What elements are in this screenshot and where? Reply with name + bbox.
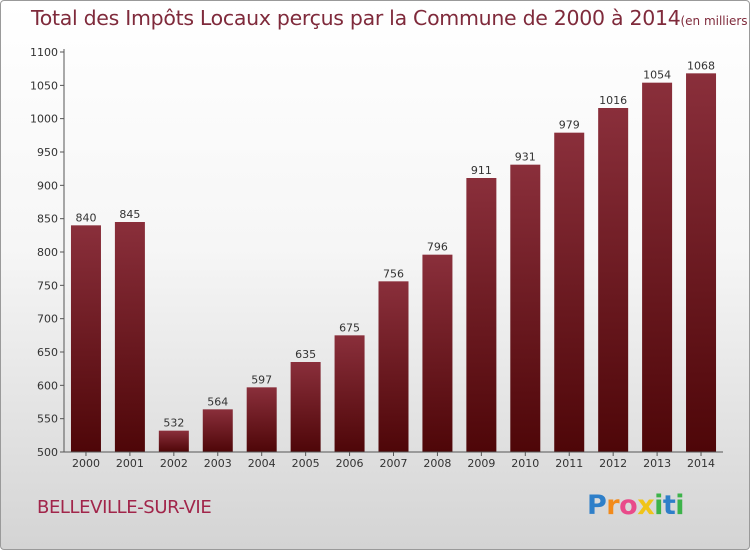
y-tick-label: 550 [37, 413, 58, 426]
logo-letter: i [675, 490, 685, 521]
bars: 840 845 532 564 597 635 675 756 796 911 931 979 1016… [70, 59, 717, 453]
logo-letter: o [619, 490, 638, 521]
bar-value-label: 564 [207, 395, 228, 408]
x-tick-label: 2013 [643, 457, 671, 470]
chart-title-main: Total des Impôts Locaux perçus par la Co… [31, 6, 681, 30]
bar [686, 73, 717, 452]
bar [598, 108, 629, 452]
bar [422, 254, 453, 452]
bar-value-label: 532 [163, 417, 184, 430]
y-tick-label: 800 [37, 246, 58, 259]
bar [202, 409, 233, 452]
y-tick-label: 1000 [30, 113, 58, 126]
bar [510, 164, 541, 452]
bar [70, 225, 101, 452]
bar-value-label: 840 [75, 211, 96, 224]
x-tick-label: 2006 [336, 457, 364, 470]
bar-value-label: 931 [515, 151, 536, 164]
y-tick-label: 750 [37, 279, 58, 292]
bar [158, 430, 189, 452]
y-tick-label: 650 [37, 346, 58, 359]
x-tick-label: 2011 [555, 457, 583, 470]
x-tick-label: 2004 [248, 457, 276, 470]
bar [334, 335, 365, 452]
bar [246, 387, 277, 452]
bar-value-label: 756 [383, 267, 404, 280]
y-tick-label: 700 [37, 313, 58, 326]
y-tick-label: 1100 [30, 46, 58, 59]
y-tick-label: 950 [37, 146, 58, 159]
bar-value-label: 675 [339, 321, 360, 334]
x-tick-label: 2010 [511, 457, 539, 470]
bar-value-label: 1054 [643, 69, 671, 82]
chart-title-unit: (en milliers d'€) [680, 14, 749, 28]
bar-value-label: 1016 [599, 94, 627, 107]
bar-value-label: 911 [471, 164, 492, 177]
x-tick-label: 2007 [380, 457, 408, 470]
y-tick-label: 600 [37, 379, 58, 392]
bar-value-label: 597 [251, 373, 272, 386]
x-tick-label: 2005 [292, 457, 320, 470]
y-axis: 500 550 600 650 700 750 800 850 900 950 1000 1050 11… [30, 46, 65, 459]
x-tick-label: 2012 [599, 457, 627, 470]
x-tick-label: 2000 [72, 457, 100, 470]
bar [290, 362, 321, 452]
logo-letter: r [606, 490, 620, 521]
bar-value-label: 635 [295, 348, 316, 361]
bar [554, 132, 585, 452]
y-tick-label: 1050 [30, 79, 58, 92]
logo-letter: P [587, 490, 607, 521]
y-tick-label: 900 [37, 179, 58, 192]
x-axis: 2000 2001 2002 2003 2004 2005 2006 2007 2008 2009… [64, 451, 723, 470]
logo-letter: x [637, 490, 655, 521]
x-tick-label: 2008 [423, 457, 451, 470]
x-tick-label: 2014 [687, 457, 715, 470]
y-tick-label: 500 [37, 446, 58, 459]
logo-letter: i [654, 490, 663, 521]
bar-value-label: 796 [427, 241, 448, 254]
bar [114, 222, 145, 452]
bar [378, 281, 409, 452]
bar-value-label: 1068 [687, 59, 715, 72]
logo-letter: t [662, 490, 676, 521]
x-tick-label: 2003 [204, 457, 232, 470]
bar-value-label: 979 [559, 119, 580, 132]
commune-name: BELLEVILLE-SUR-VIE [37, 497, 212, 518]
chart-title: Total des Impôts Locaux perçus par la Co… [31, 6, 749, 30]
bar-value-label: 845 [119, 208, 140, 221]
x-tick-label: 2009 [467, 457, 495, 470]
x-tick-label: 2001 [116, 457, 144, 470]
bar [466, 178, 497, 452]
bar [642, 82, 673, 453]
y-tick-label: 850 [37, 213, 58, 226]
proxiti-logo: Proxiti [587, 490, 685, 521]
x-tick-label: 2002 [160, 457, 188, 470]
